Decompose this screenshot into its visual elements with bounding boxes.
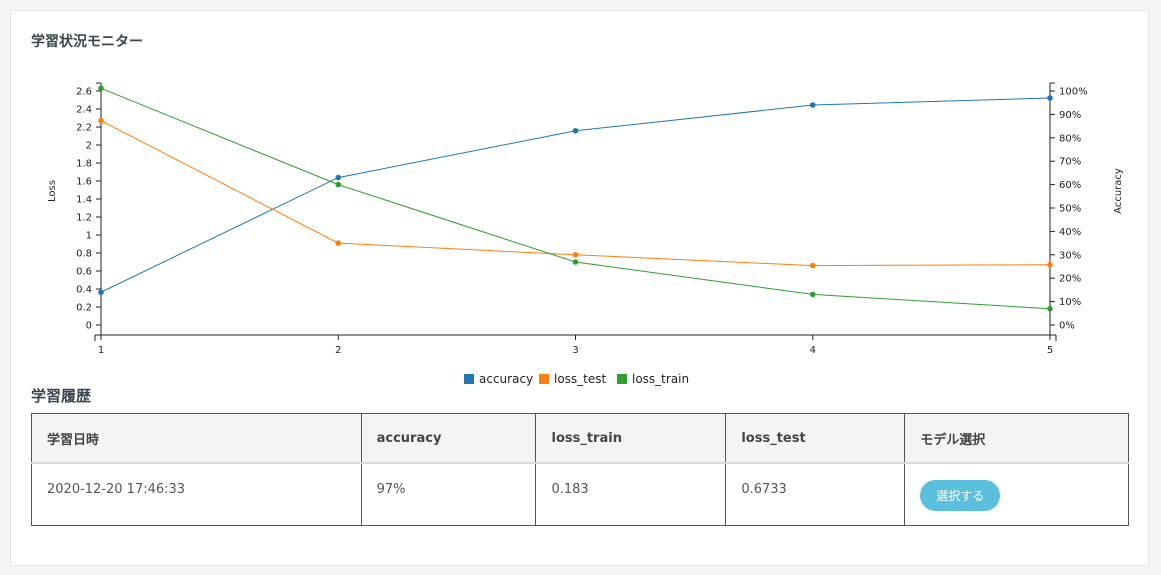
cell-model-select: 選択する bbox=[904, 462, 1129, 526]
legend-label-loss_train: loss_train bbox=[632, 372, 689, 386]
x-tick-label: 4 bbox=[810, 345, 816, 356]
y-left-tick-label: 0.2 bbox=[76, 303, 92, 314]
col-header-loss-train: loss_train bbox=[535, 413, 727, 464]
y-left-tick-label: 1.2 bbox=[76, 213, 92, 224]
main-card: 学習状況モニター 0 0.2 0.4 0.6 0.8 1 1.2 1.4 1.6 1.8 2 2.2 2… bbox=[10, 10, 1149, 566]
y-left-tick-label: 1.4 bbox=[76, 195, 92, 206]
y-left-tick-label: 0.4 bbox=[76, 285, 92, 296]
y-right-tick-label: 70% bbox=[1059, 157, 1081, 168]
y-right-tick-label: 100% bbox=[1059, 87, 1088, 98]
cell-datetime: 2020-12-20 17:46:33 bbox=[31, 462, 362, 526]
data-point-loss_train bbox=[335, 181, 342, 188]
cell-accuracy: 97% bbox=[360, 462, 537, 526]
cell-loss-test: 0.6733 bbox=[725, 462, 906, 526]
data-point-loss_test bbox=[98, 117, 104, 124]
y-left-tick-label: 1.6 bbox=[76, 177, 92, 188]
y-right-tick-label: 10% bbox=[1059, 297, 1081, 308]
history-title: 学習履歴 bbox=[31, 387, 92, 405]
x-tick-label: 1 bbox=[98, 345, 104, 356]
y-left-tick-label: 2 bbox=[86, 141, 92, 152]
y-right-tick-label: 0% bbox=[1059, 321, 1075, 332]
y-left-tick-label: 2.4 bbox=[76, 105, 92, 116]
y-left-tick-label: 0 bbox=[86, 321, 92, 332]
data-point-loss_test bbox=[1047, 261, 1053, 268]
chart-title: 学習状況モニター bbox=[31, 34, 143, 50]
y-left-axis-label: Loss bbox=[47, 180, 58, 202]
series-line-loss_train bbox=[100, 87, 1051, 310]
col-header-loss-test: loss_test bbox=[725, 413, 906, 464]
x-tick-label: 2 bbox=[335, 345, 341, 356]
history-table: 学習日時 accuracy loss_train loss_test モデル選択… bbox=[31, 413, 1129, 526]
y-left-tick-label: 2.6 bbox=[76, 87, 92, 98]
col-header-model-select: モデル選択 bbox=[904, 413, 1129, 464]
col-header-datetime: 学習日時 bbox=[31, 413, 362, 464]
history-header-row: 学習日時 accuracy loss_train loss_test モデル選択 bbox=[31, 413, 1129, 464]
data-point-accuracy bbox=[1047, 95, 1053, 101]
y-left-tick-label: 0.8 bbox=[76, 249, 92, 260]
data-point-accuracy bbox=[335, 174, 342, 181]
legend-label-accuracy: accuracy bbox=[479, 372, 533, 386]
x-tick-label: 3 bbox=[572, 345, 578, 356]
data-point-loss_test bbox=[809, 262, 816, 269]
y-left-tick-label: 0.6 bbox=[76, 267, 92, 278]
x-tick-label: 5 bbox=[1047, 345, 1053, 356]
legend-label-loss_test: loss_test bbox=[554, 372, 607, 386]
select-model-button[interactable]: 選択する bbox=[920, 480, 1001, 511]
y-right-tick-label: 40% bbox=[1059, 227, 1081, 238]
data-point-loss_test bbox=[335, 240, 342, 246]
data-point-accuracy bbox=[98, 289, 104, 296]
y-right-tick-label: 60% bbox=[1059, 180, 1081, 191]
data-point-loss_train bbox=[572, 259, 579, 265]
legend-swatch-loss_train bbox=[617, 374, 627, 384]
data-point-loss_train bbox=[98, 85, 104, 92]
data-point-accuracy bbox=[572, 127, 579, 134]
y-right-tick-label: 50% bbox=[1059, 204, 1081, 215]
y-right-tick-label: 80% bbox=[1059, 133, 1081, 144]
cell-loss-train: 0.183 bbox=[535, 462, 727, 526]
data-point-accuracy bbox=[809, 102, 816, 108]
y-left-tick-label: 2.2 bbox=[76, 123, 92, 134]
series-line-loss_test bbox=[100, 120, 1051, 267]
data-point-loss_test bbox=[572, 252, 579, 258]
y-right-tick-label: 30% bbox=[1059, 250, 1081, 261]
legend-swatch-accuracy bbox=[464, 374, 474, 384]
y-right-axis-label: Accuracy bbox=[1113, 168, 1124, 214]
y-right-tick-label: 20% bbox=[1059, 274, 1081, 285]
y-left-tick-label: 1 bbox=[86, 231, 92, 242]
col-header-accuracy: accuracy bbox=[360, 413, 537, 464]
data-point-loss_train bbox=[1047, 306, 1053, 312]
legend-swatch-loss_test bbox=[539, 374, 549, 384]
table-row: 2020-12-20 17:46:33 97% 0.183 0.6733 選択す… bbox=[31, 462, 1129, 526]
training-chart: 0 0.2 0.4 0.6 0.8 1 1.2 1.4 1.6 1.8 2 2.2 2.4 2.6 0% 10… bbox=[47, 82, 1124, 386]
y-left-tick-label: 1.8 bbox=[76, 159, 92, 170]
y-right-tick-label: 90% bbox=[1059, 110, 1081, 121]
data-point-loss_train bbox=[809, 291, 816, 298]
